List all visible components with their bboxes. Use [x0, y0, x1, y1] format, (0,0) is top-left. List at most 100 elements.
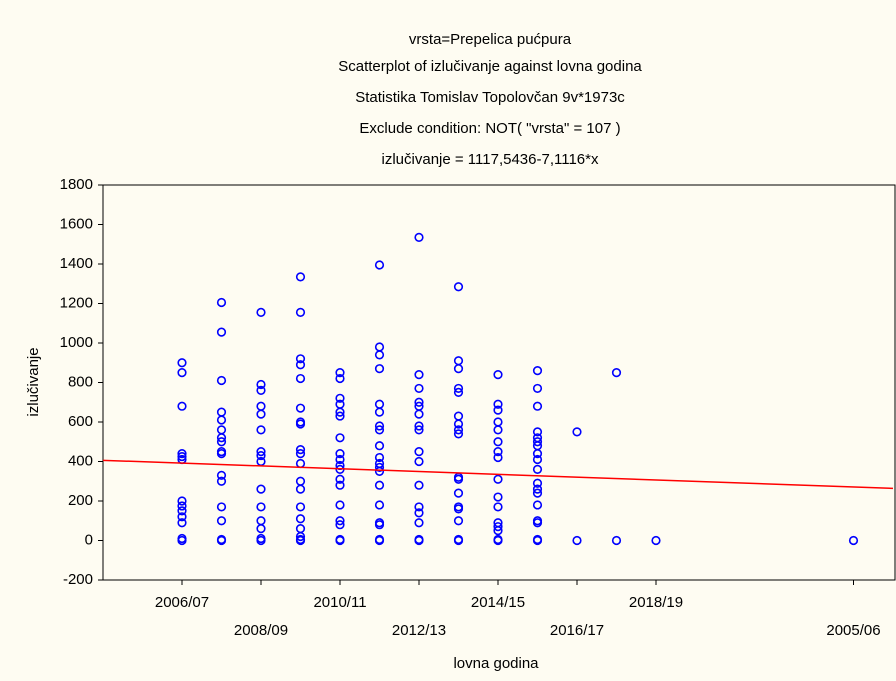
scatter-point [216, 433, 227, 443]
y-tick-label: 400 [68, 452, 93, 469]
scatter-point [295, 307, 306, 317]
scatter-point [295, 373, 306, 384]
scatter-point [453, 429, 464, 439]
scatter-point [374, 466, 385, 476]
scatter-point [453, 425, 464, 435]
chart-title: vrsta=Prepelica pućpura [409, 31, 572, 48]
scatter-point [414, 480, 424, 490]
y-tick-label: 1000 [60, 334, 93, 351]
scatter-point [493, 474, 503, 484]
scatter-point [374, 407, 385, 417]
scatter-point [453, 411, 464, 421]
scatter-point [493, 522, 503, 532]
chart-subtitle: izlučivanje = 1117,5436-7,1116*x [382, 151, 599, 168]
y-tick-label: 1600 [60, 215, 93, 232]
scatter-point [414, 425, 424, 435]
scatter-point [651, 535, 661, 546]
scatter-point [532, 535, 543, 546]
scatter-point [532, 488, 543, 498]
scatter-point [493, 399, 503, 409]
scatter-point [335, 373, 345, 384]
scatter-point [295, 272, 306, 282]
scatter-point [493, 492, 503, 502]
scatter-point [295, 535, 306, 546]
scatter-point [335, 500, 345, 510]
y-tick-label: 800 [68, 373, 93, 390]
x-tick-label: 2018/19 [629, 594, 683, 611]
scatter-point [295, 403, 306, 413]
scatter-point [532, 518, 543, 528]
scatter-point [532, 401, 543, 411]
y-tick-label: 600 [68, 413, 93, 430]
scatter-point [493, 526, 503, 536]
y-tick-label: -200 [63, 571, 93, 588]
scatter-point [572, 427, 582, 437]
x-tick-label: 2014/15 [471, 594, 525, 611]
scatter-point [216, 437, 227, 447]
scatter-point [256, 535, 266, 546]
scatter-point [335, 520, 345, 530]
chart-subtitle: Scatterplot of izlučivanje against lovna… [338, 58, 642, 75]
scatter-point [295, 354, 306, 364]
x-axis-label: lovna godina [453, 655, 539, 672]
scatter-point [374, 452, 385, 463]
scatter-point [374, 342, 385, 352]
scatter-point [374, 350, 385, 360]
scatter-point [493, 502, 503, 512]
scatter-point [256, 516, 266, 526]
scatter-point [295, 502, 306, 512]
scatter-point [453, 356, 464, 366]
scatter-point [256, 484, 266, 494]
x-tick-label: 2010/11 [313, 594, 366, 611]
scatter-point [335, 516, 345, 526]
scatter-point [374, 364, 385, 374]
scatter-point [414, 447, 424, 457]
scatter-point [414, 518, 424, 528]
scatter-point [453, 364, 464, 374]
scatter-point [374, 520, 385, 530]
scatter-point [374, 500, 385, 510]
scatter-point [572, 535, 582, 546]
x-tick-label: 2008/09 [234, 622, 288, 639]
x-tick-label: 2012/13 [392, 622, 446, 639]
scatter-point [256, 307, 266, 317]
scatter-point [532, 478, 543, 488]
scatter-point [216, 407, 227, 417]
scatter-point [532, 383, 543, 394]
scatter-point [177, 535, 187, 546]
scatter-point [453, 419, 464, 429]
scatter-point [453, 535, 464, 546]
scatter-point [216, 470, 227, 480]
scatter-point [335, 393, 345, 403]
scatter-point [414, 456, 424, 467]
scatter-point [177, 512, 187, 522]
scatter-point [453, 383, 464, 394]
scatter-point [177, 518, 187, 528]
scatter-point [532, 484, 543, 494]
scatter-point [335, 407, 345, 417]
y-tick-label: 200 [68, 492, 93, 509]
y-tick-label: 1800 [60, 176, 93, 193]
fit-line [102, 459, 894, 490]
scatter-point [177, 501, 187, 511]
scatter-point [216, 375, 227, 386]
scatter-point [295, 484, 306, 494]
scatter-point [295, 419, 306, 429]
scatter-point [374, 535, 385, 546]
scatter-point [532, 427, 543, 437]
scatter-point [216, 535, 227, 546]
scatter-point [611, 368, 622, 378]
scatter-point [256, 524, 266, 534]
scatter-point [295, 476, 306, 486]
scatter-point [177, 496, 187, 506]
scatter-point [374, 480, 385, 490]
scatter-point [493, 452, 503, 463]
scatter-point [295, 514, 306, 524]
scatter-point [295, 524, 306, 534]
scatter-point [335, 368, 345, 378]
scatter-point [493, 447, 503, 457]
scatter-point [335, 449, 345, 459]
scatter-point [216, 425, 227, 435]
scatter-point [414, 397, 424, 407]
